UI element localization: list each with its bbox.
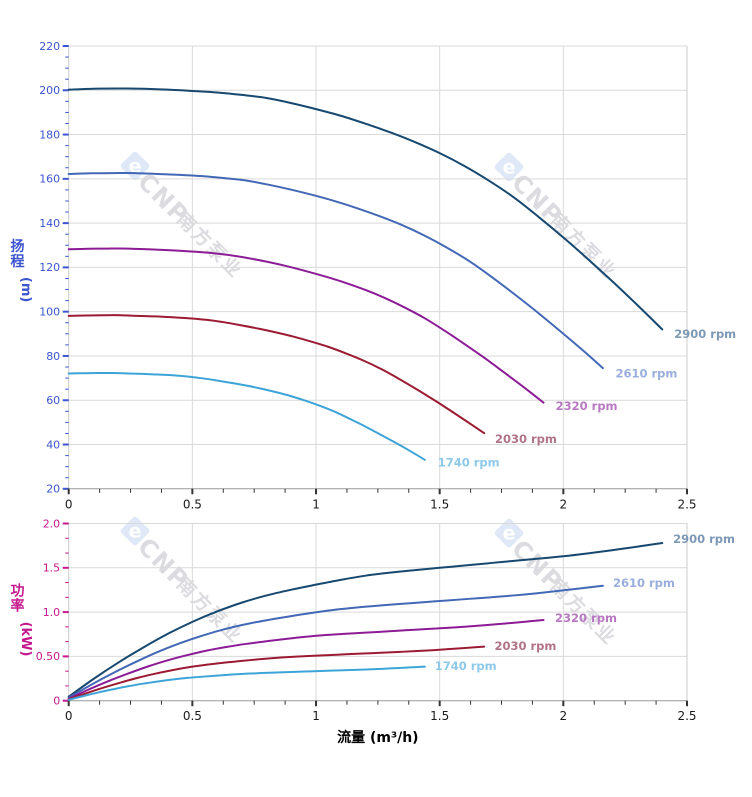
x-tick-label: 0: [65, 497, 73, 511]
y-tick-label: 200: [39, 84, 60, 97]
y-axis-title-char: 功: [11, 584, 25, 600]
y-axis-title-char: 程: [11, 254, 25, 270]
curve-label: 2320 rpm: [556, 399, 618, 413]
y-axis-unit: (m): [18, 277, 33, 302]
x-tick-label: 2.5: [677, 497, 696, 511]
x-axis-title: 流量 (m³/h): [337, 729, 418, 746]
cnp-logo-icon: e: [494, 518, 524, 548]
curve-2610-rpm: [67, 172, 604, 370]
logo-e-glyph: e: [129, 156, 142, 178]
curve-label: 2900 rpm: [674, 327, 736, 341]
gridlines: [68, 523, 688, 701]
y-tick-label: 20: [46, 483, 60, 496]
curve-label: 2610 rpm: [613, 576, 675, 590]
y-tick-label: 1.5: [43, 562, 61, 575]
x-tick-label: 2.5: [677, 709, 696, 723]
y-tick-label: 100: [39, 305, 60, 318]
curve-label: 1740 rpm: [438, 455, 500, 469]
curve-label: 2900 rpm: [673, 532, 735, 546]
curve-1740-rpm: [67, 371, 426, 461]
curve-label: 2030 rpm: [494, 639, 556, 653]
y-tick-label: 60: [46, 394, 60, 407]
y-tick-label: 1.0: [43, 606, 61, 619]
y-tick-label: 80: [46, 350, 60, 363]
y-axis-title: 扬程 (m): [11, 238, 34, 302]
curve-2900-rpm: [67, 87, 664, 331]
y-axis-title: 功率 (kW): [11, 584, 34, 657]
logo-diamond: [494, 152, 524, 182]
x-tick-label: 1: [312, 497, 320, 511]
power-chart: 0 0.50 1.0 1.5 2.0 0 0.5 1 1.5 2 2.5 2900 rpm 2610 r…: [11, 517, 735, 746]
logo-e-glyph: e: [129, 521, 142, 543]
curve-2030-rpm: [67, 645, 486, 701]
y-tick-label: 220: [39, 40, 60, 53]
y-tick-label: 160: [39, 173, 60, 186]
y-axis-title-char: 扬: [11, 238, 25, 255]
curve-2320-rpm: [67, 247, 545, 404]
y-tick-label: 120: [39, 261, 60, 274]
y-tick-label: 140: [39, 217, 60, 230]
curve-1740-rpm: [67, 665, 426, 701]
x-ticks: 0 0.5 1 1.5 2 2.5: [65, 700, 697, 723]
x-tick-label: 0.5: [183, 497, 202, 511]
logo-diamond: [494, 518, 524, 548]
y-tick-label: 180: [39, 128, 60, 141]
y-ticks: 0 0.50 1.0 1.5 2.0: [36, 517, 69, 708]
watermark-brand-cn-text: 南方泵业: [546, 209, 621, 284]
y-tick-label: 40: [46, 438, 60, 451]
watermark-brand-cn-text: 南方泵业: [172, 208, 247, 283]
y-ticks: 20 40 60 80 100 120 140 160 180 200 220: [39, 40, 69, 496]
y-axis-unit: (kW): [18, 622, 33, 657]
curve-label: 1740 rpm: [435, 659, 497, 673]
logo-e-glyph: e: [503, 523, 516, 545]
gridlines: [68, 45, 688, 489]
x-ticks: 0 0.5 1 1.5 2 2.5: [65, 488, 697, 511]
y-tick-label: 2.0: [43, 517, 61, 530]
y-tick-label: 0: [53, 695, 60, 708]
x-tick-label: 1.5: [430, 497, 449, 511]
x-tick-label: 0: [65, 709, 73, 723]
logo-e-glyph: e: [503, 157, 516, 179]
x-tick-label: 2: [560, 497, 568, 511]
x-tick-label: 0.5: [183, 709, 202, 723]
x-tick-label: 1.5: [430, 709, 449, 723]
curve-label: 2610 rpm: [616, 367, 678, 381]
cnp-logo-icon: e: [494, 152, 524, 182]
curve-2900-rpm: [67, 541, 664, 698]
curve-label: 2320 rpm: [555, 611, 617, 625]
y-tick-label: 0.50: [36, 650, 61, 663]
y-axis-title-char: 率: [11, 598, 25, 615]
curve-2030-rpm: [67, 314, 486, 435]
curve-2320-rpm: [67, 618, 545, 700]
x-tick-label: 1: [312, 709, 320, 723]
curve-2610-rpm: [67, 584, 604, 699]
x-tick-label: 2: [560, 709, 568, 723]
curve-label: 2030 rpm: [495, 432, 557, 446]
head-chart: 20 40 60 80 100 120 140 160 180 200 220 0 0.5 1 1.5 2 2.…: [11, 40, 737, 511]
watermark-brand-cn-text: 南方泵业: [172, 573, 247, 648]
